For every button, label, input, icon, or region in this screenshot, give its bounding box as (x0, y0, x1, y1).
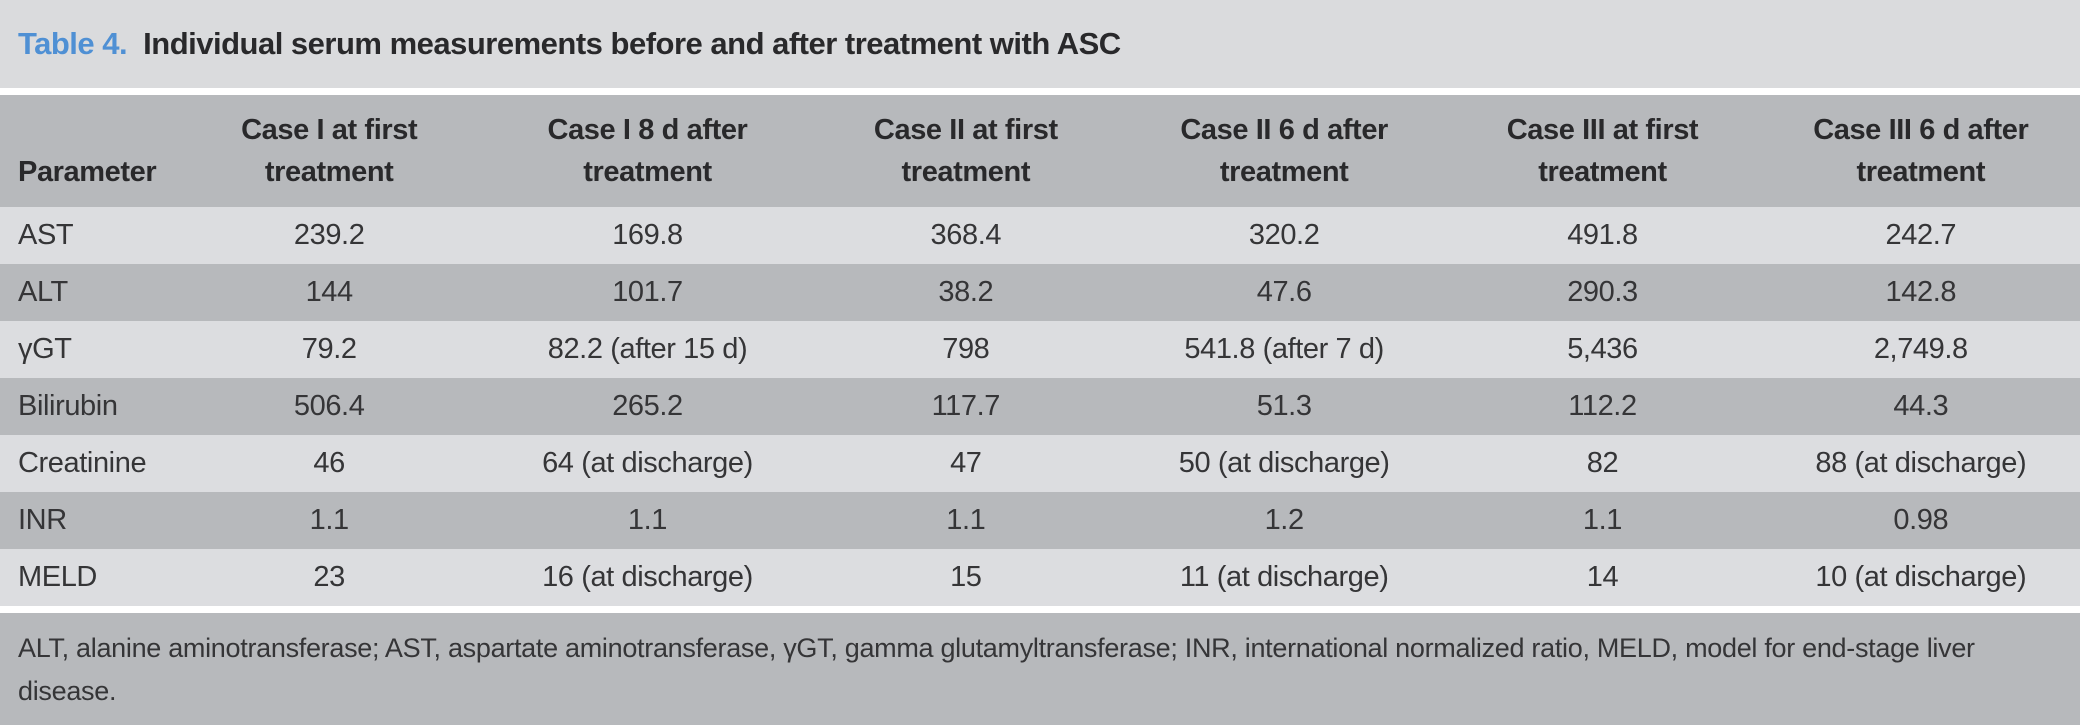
header-col-1: Case I at first treatment (241, 113, 418, 188)
cell-value: 144 (305, 276, 354, 308)
table-row: AST 239.2 169.8 368.4 320.2 491.8 242.7 (0, 207, 2080, 264)
cell-value: 117.7 (931, 390, 1001, 422)
cell-value: 169.8 (612, 219, 683, 251)
cell-value: 242.7 (1885, 219, 1957, 251)
cell-value: 44.3 (1893, 390, 1949, 422)
cell-value: 265.2 (612, 390, 683, 422)
cell-value: 11 (at discharge) (1179, 561, 1389, 593)
cell-value: 50 (at discharge) (1178, 447, 1390, 479)
header-col-4: Case II 6 d after treatment (1180, 113, 1388, 188)
cell-value: 1.1 (309, 504, 350, 536)
header-col-3: Case II at first treatment (873, 113, 1058, 188)
header-col-2: Case I 8 d after treatment (547, 113, 748, 188)
separator (0, 88, 2080, 95)
cell-value: 88 (at discharge) (1815, 447, 2027, 479)
cell-value: 491.8 (1567, 219, 1638, 251)
header-row: Parameter Case I at first treatment Case I… (0, 95, 2080, 207)
separator (0, 606, 2080, 613)
row-parameter: γGT (18, 333, 72, 365)
cell-value: 23 (313, 561, 345, 593)
cell-value: 1.1 (946, 504, 986, 536)
table-row: Bilirubin 506.4 265.2 117.7 51.3 112.2 44.3 (0, 378, 2080, 435)
row-parameter: Creatinine (18, 447, 147, 479)
cell-value: 798 (942, 333, 990, 365)
cell-value: 16 (at discharge) (542, 561, 753, 593)
serum-measurements-table: Parameter Case I at first treatment Case I… (0, 95, 2080, 606)
table-caption: Table 4. Individual serum measurements b… (0, 0, 2080, 88)
cell-value: 0.98 (1893, 504, 1949, 536)
cell-value: 5,436 (1567, 333, 1638, 365)
cell-value: 1.2 (1264, 504, 1305, 536)
cell-value: 112.2 (1568, 390, 1637, 422)
cell-value: 46 (313, 447, 345, 479)
table-number: Table 4. (18, 26, 128, 61)
cell-value: 38.2 (938, 276, 994, 308)
table-row: γGT 79.2 82.2 (after 15 d) 798 541.8 (after … (0, 321, 2080, 378)
footnote-text: ALT, alanine aminotransferase; AST, aspa… (18, 633, 1975, 707)
cell-value: 541.8 (after 7 d) (1184, 333, 1384, 365)
header-parameter: Parameter (18, 155, 157, 188)
cell-value: 15 (950, 561, 982, 593)
footnote-bar: ALT, alanine aminotransferase; AST, aspa… (0, 613, 2080, 725)
cell-value: 10 (at discharge) (1815, 561, 2027, 593)
cell-value: 47 (950, 447, 982, 479)
cell-value: 2,749.8 (1873, 333, 1968, 365)
row-parameter: ALT (18, 276, 68, 308)
cell-value: 320.2 (1248, 219, 1320, 251)
cell-value: 82.2 (after 15 d) (547, 333, 748, 365)
table-row: MELD 23 16 (at discharge) 15 11 (at discharg… (0, 549, 2080, 606)
row-parameter: Bilirubin (18, 390, 118, 422)
row-parameter: AST (18, 219, 74, 251)
cell-value: 290.3 (1567, 276, 1638, 308)
cell-value: 506.4 (293, 390, 365, 422)
cell-value: 51.3 (1256, 390, 1312, 422)
cell-value: 142.8 (1885, 276, 1957, 308)
table-row: INR 1.1 1.1 1.1 1.2 1.1 0.98 (0, 492, 2080, 549)
cell-value: 82 (1586, 447, 1619, 479)
header-col-6: Case III 6 d after treatment (1813, 113, 2029, 188)
row-parameter: MELD (18, 561, 97, 593)
table-row: Creatinine 46 64 (at discharge) 47 50 (at di… (0, 435, 2080, 492)
cell-value: 239.2 (293, 219, 365, 251)
header-col-5: Case III at first treatment (1506, 113, 1699, 188)
cell-value: 14 (1586, 561, 1619, 593)
cell-value: 101.7 (612, 276, 683, 308)
table-title: Individual serum measurements before and… (143, 26, 1121, 61)
table-body: AST 239.2 169.8 368.4 320.2 491.8 242.7 ALT 144 1… (0, 207, 2080, 606)
cell-value: 79.2 (301, 333, 357, 365)
table-row: ALT 144 101.7 38.2 47.6 290.3 142.8 (0, 264, 2080, 321)
row-parameter: INR (18, 504, 67, 536)
cell-value: 368.4 (930, 219, 1002, 251)
cell-value: 1.1 (1582, 504, 1623, 536)
cell-value: 47.6 (1256, 276, 1312, 308)
cell-value: 1.1 (627, 504, 668, 536)
cell-value: 64 (at discharge) (542, 447, 753, 479)
